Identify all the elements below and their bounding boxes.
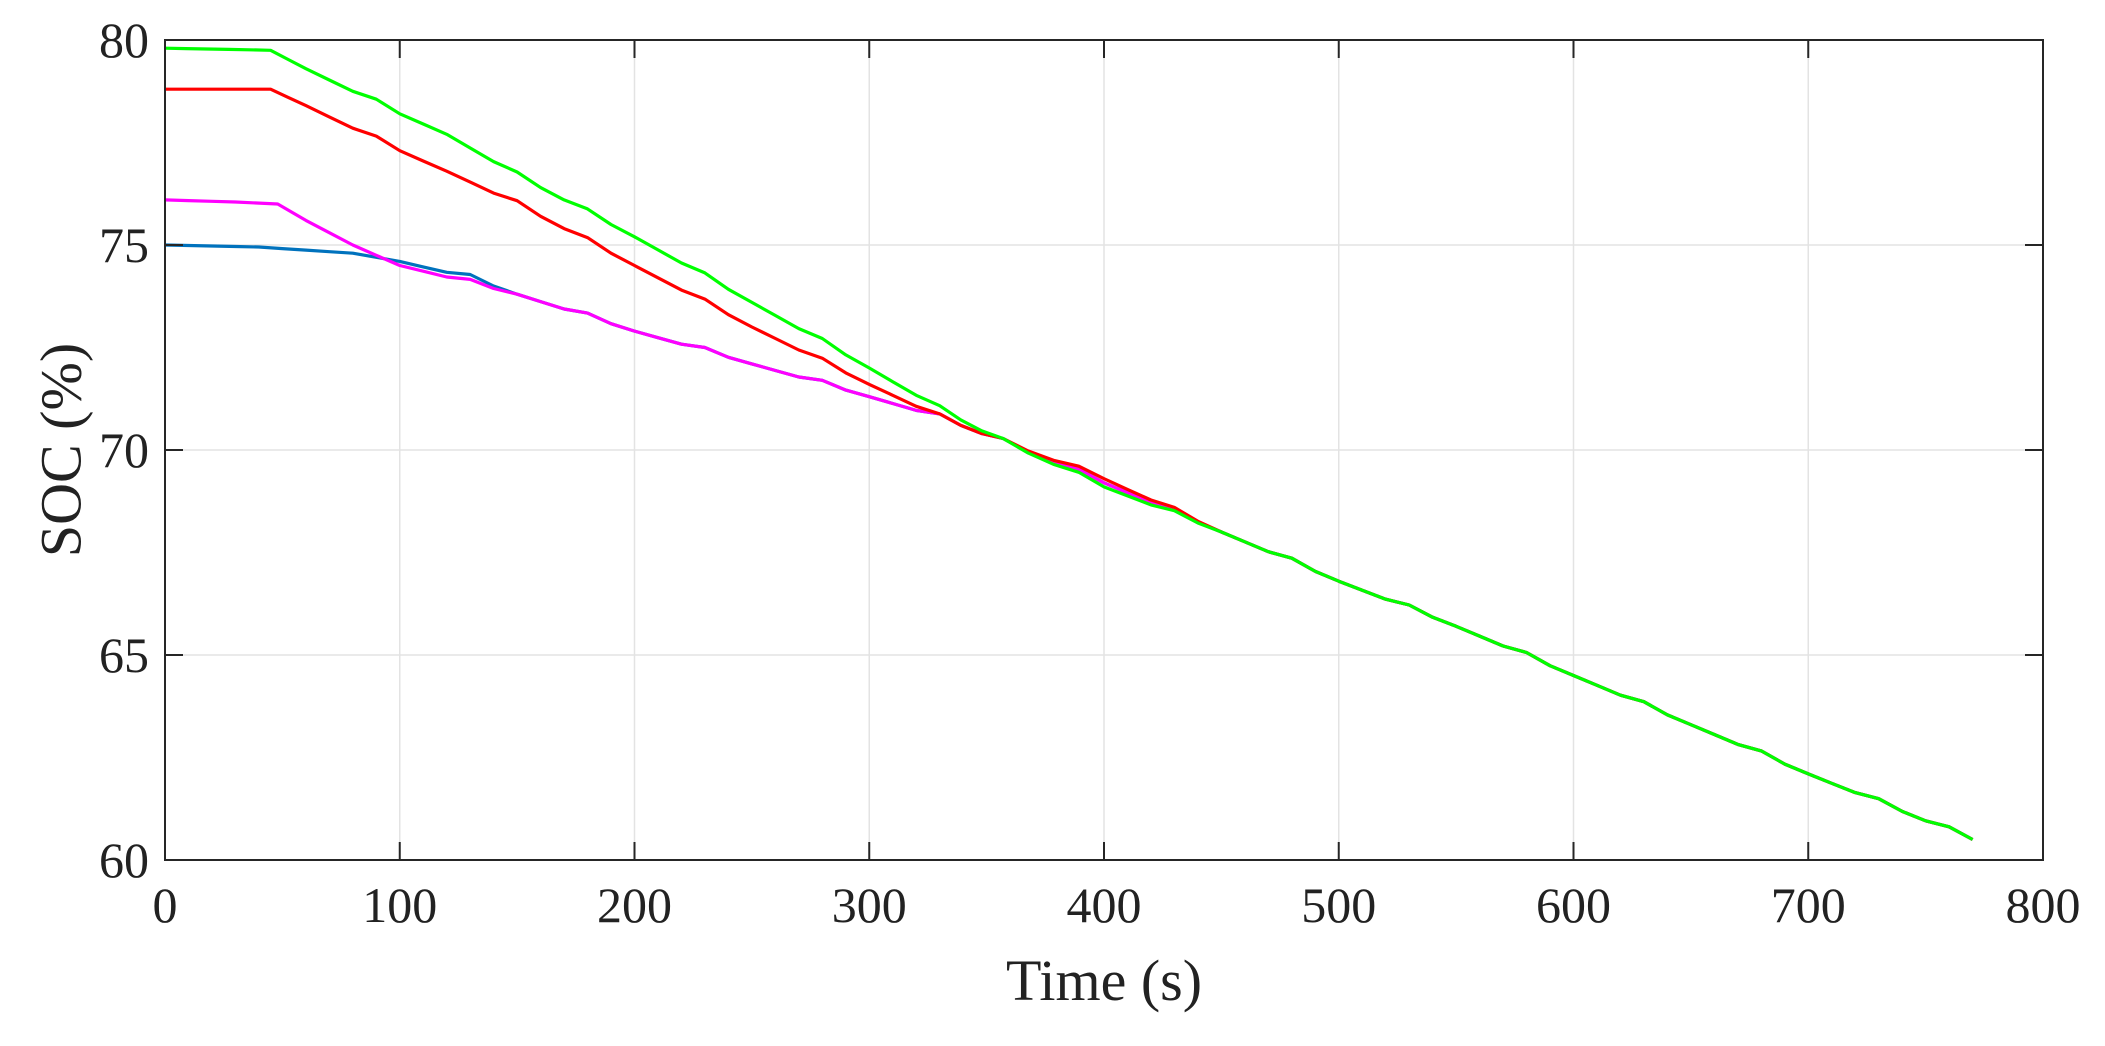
- x-tick-label: 0: [153, 877, 178, 933]
- x-tick-label: 500: [1301, 877, 1376, 933]
- x-tick-label: 600: [1536, 877, 1611, 933]
- series-line-1: [164, 243, 1974, 841]
- y-tick-label: 75: [99, 217, 149, 273]
- y-tick-label: 60: [99, 832, 149, 888]
- x-tick-label: 200: [597, 877, 672, 933]
- x-axis-title: Time (s): [1006, 948, 1202, 1013]
- x-tick-label: 700: [1771, 877, 1846, 933]
- x-tick-label: 400: [1067, 877, 1142, 933]
- axes: 0 100 200 300 400 500 600 700 800 60 65 70 75 80: [99, 12, 2081, 933]
- series-line-4: [164, 46, 1974, 841]
- y-tick-label: 65: [99, 627, 149, 683]
- y-tick-label: 80: [99, 12, 149, 68]
- grid-lines: [164, 39, 2044, 861]
- x-tick-label: 100: [362, 877, 437, 933]
- series-line-2: [164, 198, 1974, 841]
- x-tick-label: 800: [2006, 877, 2081, 933]
- y-axis-title: SOC (%): [28, 343, 93, 557]
- series-lines: [164, 46, 1974, 841]
- series-line-3: [165, 87, 1974, 841]
- y-tick-label: 70: [99, 422, 149, 478]
- x-tick-label: 300: [832, 877, 907, 933]
